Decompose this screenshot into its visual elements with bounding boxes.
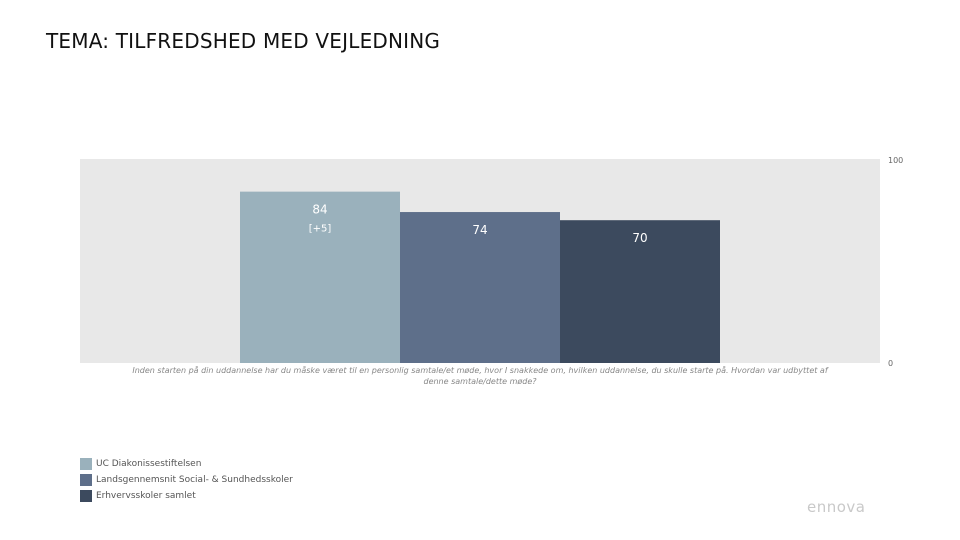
y-tick-label-bottom: 0 (888, 359, 893, 368)
legend-label: Landsgennemsnit Social- & Sundhedsskoler (96, 475, 293, 485)
legend-label: Erhvervsskoler samlet (96, 491, 196, 501)
bar-value-label: 84 (312, 203, 327, 217)
legend-item: Erhvervsskoler samlet (80, 488, 293, 504)
legend-swatch (80, 458, 92, 470)
bar-value-label: 74 (472, 223, 487, 237)
bar-1 (240, 191, 400, 363)
legend-item: Landsgennemsnit Social- & Sundhedsskoler (80, 472, 293, 488)
legend-label: UC Diakonissestiftelsen (96, 459, 202, 469)
legend-item: UC Diakonissestiftelsen (80, 456, 293, 472)
legend-swatch (80, 490, 92, 502)
legend-swatch (80, 474, 92, 486)
page-title: TEMA: TILFREDSHED MED VEJLEDNING (46, 29, 441, 53)
y-tick-label-top: 100 (888, 156, 903, 165)
bar-value-label: 70 (632, 231, 647, 245)
category-label: Inden starten på din uddannelse har du m… (132, 365, 828, 386)
bar-3 (560, 220, 720, 363)
bar-2 (400, 212, 560, 363)
bar-change-label: [+5] (309, 224, 332, 235)
ennova-logo: ennova (807, 498, 866, 516)
legend: UC Diakonissestiftelsen Landsgennemsnit … (80, 456, 293, 504)
